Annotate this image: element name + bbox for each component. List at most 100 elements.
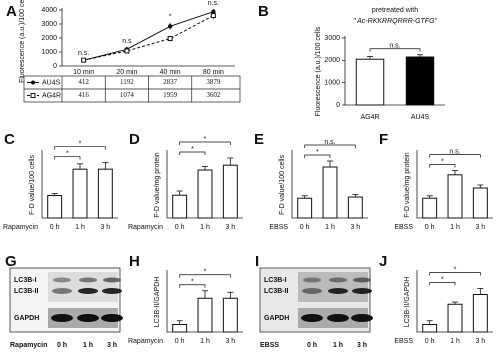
band: [101, 314, 123, 322]
x-tick-label: 1 h: [450, 224, 460, 231]
band: [53, 277, 71, 283]
bracket: [54, 146, 106, 150]
bar: [447, 303, 463, 333]
chart-subtitle: " Ac-RKKRRQRRR-GTFG": [353, 18, 438, 25]
table-value: 1959: [163, 91, 178, 99]
panel-letter: F: [379, 131, 388, 148]
lane-label: 0 h: [307, 342, 317, 349]
table-value: 3879: [206, 78, 221, 86]
band: [103, 277, 121, 283]
annotation: *: [204, 136, 207, 143]
x-tick-label: 0 h: [425, 338, 435, 345]
table-value: 416: [78, 91, 89, 99]
bracket: [369, 48, 421, 52]
y-axis-label: F-D value/mg protein: [154, 152, 161, 217]
bar: [422, 324, 438, 333]
annotation: n.s.: [449, 148, 460, 155]
x-tick-label: 0 h: [50, 224, 60, 231]
band: [51, 314, 73, 322]
blot-strip: [48, 272, 118, 302]
annotation: *: [191, 146, 194, 153]
panel-letter: H: [129, 253, 140, 270]
series-line: [83, 15, 214, 61]
annotation: n.s.: [324, 139, 335, 146]
band: [302, 288, 322, 294]
annotation: *: [204, 269, 207, 276]
x-tick-label: 1 h: [75, 224, 85, 231]
y-axis-label: LC3B-II/GAPDH: [404, 277, 411, 328]
annotation: n.s.: [389, 43, 400, 50]
table-value: 1074: [120, 91, 135, 99]
band-label: LC3B-II: [264, 288, 289, 295]
table-value: 3602: [206, 91, 221, 99]
panel-letter: A: [6, 3, 17, 20]
y-axis-label: F-D value/mg protein: [404, 152, 411, 217]
table-value: 1192: [120, 78, 134, 86]
series-line: [83, 11, 214, 61]
bar: [422, 197, 438, 219]
bar: [47, 195, 63, 219]
bar: [347, 196, 363, 219]
bar: [72, 168, 88, 219]
band-label: LC3B-I: [264, 277, 287, 284]
legend-marker: [31, 80, 35, 85]
band: [328, 288, 348, 294]
table-value: 2837: [163, 78, 178, 86]
band: [353, 277, 371, 283]
x-axis-label: Rapamycin: [3, 224, 38, 231]
lane-label: 1 h: [83, 342, 93, 349]
bar: [197, 297, 213, 333]
chart-title: pretreated with: [372, 7, 418, 14]
band: [79, 277, 97, 283]
panel-letter: D: [129, 131, 140, 148]
axes: [416, 150, 493, 219]
x-tick-label: 40 min: [160, 69, 181, 76]
bar: [172, 194, 188, 219]
x-tick-label: 0 h: [300, 224, 310, 231]
bracket: [179, 274, 231, 278]
panel-letter: J: [379, 253, 387, 270]
bar: [472, 187, 488, 219]
x-tick-label: 20 min: [116, 69, 137, 76]
x-tick-label: 0 h: [175, 338, 185, 345]
annotation: *: [66, 150, 69, 157]
marker: [167, 24, 173, 29]
table-value: 412: [78, 78, 89, 86]
bar: [355, 58, 385, 106]
band: [77, 314, 99, 322]
panel-letter: E: [254, 131, 264, 148]
annotation: *: [79, 140, 82, 147]
x-axis-label: EBSS: [260, 342, 279, 349]
x-axis-label: Rapamycin: [128, 224, 163, 231]
axes: [416, 270, 493, 333]
band: [301, 314, 323, 322]
x-tick-label: 3 h: [100, 224, 110, 231]
band: [352, 288, 372, 294]
x-axis-label: EBSS: [394, 338, 413, 345]
x-tick-label: 1 h: [450, 338, 460, 345]
y-axis-label: F-D value/100 cells: [279, 155, 286, 215]
band-label: LC3B-II: [14, 288, 39, 295]
y-tick-label: 0: [336, 102, 340, 109]
y-axis-label: Fluorescence (a.u.)/100 cells: [19, 0, 26, 83]
x-tick-label: 10 min: [73, 69, 94, 76]
bracket: [304, 154, 331, 158]
panel-letter: C: [4, 131, 15, 148]
y-tick-label: 0: [53, 63, 57, 70]
bracket: [429, 164, 456, 168]
y-axis-label: LC3B-II/GAPDH: [154, 277, 161, 328]
annotation: n.s.: [78, 50, 89, 57]
bar: [222, 164, 238, 219]
x-axis-label: Rapamycin: [128, 338, 163, 345]
bracket: [429, 154, 481, 158]
legend-marker: [30, 93, 36, 98]
band: [52, 288, 72, 294]
x-tick-label: 0 h: [425, 224, 435, 231]
x-tick-label: 1 h: [200, 224, 210, 231]
x-tick-label: 1 h: [325, 224, 335, 231]
band: [329, 277, 347, 283]
x-tick-label: 0 h: [175, 224, 185, 231]
legend-label: AG4R: [42, 92, 61, 99]
axes: [166, 150, 243, 219]
